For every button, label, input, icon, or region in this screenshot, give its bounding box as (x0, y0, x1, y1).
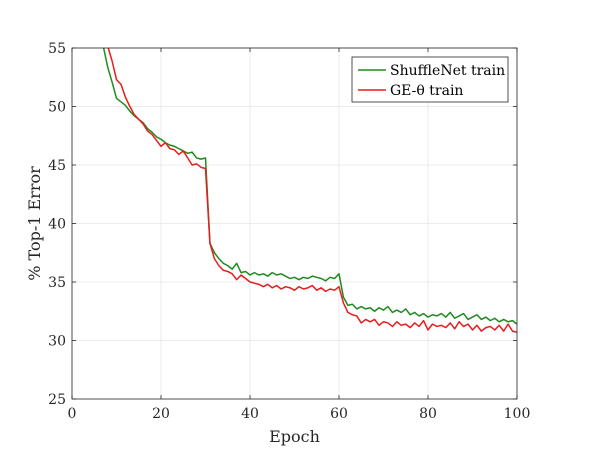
y-tick-label: 35 (48, 275, 66, 291)
x-tick-label: 100 (504, 406, 531, 422)
legend-label-shufflenet: ShuffleNet train (390, 63, 505, 79)
y-tick-label: 45 (48, 158, 66, 174)
y-tick-labels: 25 30 35 40 45 50 55 (48, 41, 66, 408)
legend-box (351, 56, 509, 103)
x-tick-label: 20 (152, 406, 170, 422)
x-tick-label: 40 (241, 406, 259, 422)
x-axis-label: Epoch (269, 427, 320, 446)
y-tick-label: 25 (48, 392, 66, 408)
series-line-ge-theta (107, 48, 517, 334)
y-tick-label: 30 (48, 334, 66, 350)
x-tick-labels: 0 20 40 60 80 100 (68, 406, 531, 422)
series-line-shufflenet (102, 48, 517, 325)
y-tick-label: 50 (48, 100, 66, 116)
legend: ShuffleNet train GE-θ train (351, 56, 509, 103)
x-tick-label: 80 (419, 406, 437, 422)
x-tick-label: 60 (330, 406, 348, 422)
legend-label-ge-theta: GE-θ train (390, 83, 463, 99)
y-axis-label: % Top-1 Error (25, 166, 44, 281)
x-tick-label: 0 (68, 406, 77, 422)
series-lines (102, 48, 517, 334)
y-tick-label: 40 (48, 217, 66, 233)
axis-ticks (71, 47, 518, 400)
y-tick-label: 55 (48, 41, 66, 57)
